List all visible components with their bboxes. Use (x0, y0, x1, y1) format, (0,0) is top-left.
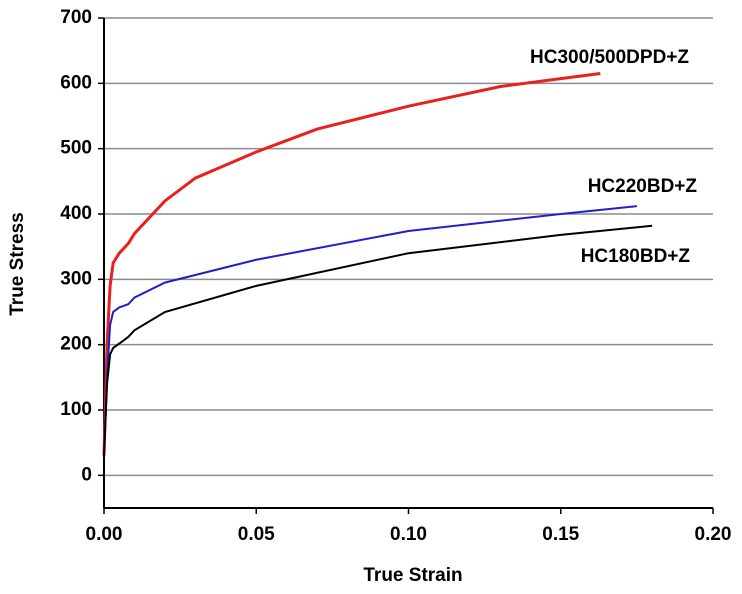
y-tick-label: 700 (60, 7, 92, 28)
x-tick-label: 0.05 (238, 524, 275, 545)
series-line (102, 72, 601, 456)
y-tick-label: 100 (60, 399, 92, 420)
x-tick-label: 0.20 (695, 524, 732, 545)
y-tick-label: 500 (60, 138, 92, 159)
y-tick-label: 600 (60, 72, 92, 93)
x-tick-label: 0.00 (86, 524, 123, 545)
x-tick-label: 0.10 (390, 524, 427, 545)
y-axis-label: True Stress (7, 212, 28, 316)
y-tick-label: 400 (60, 203, 92, 224)
series-label: HC220BD+Z (588, 176, 698, 197)
y-tick-label: 300 (60, 268, 92, 289)
x-axis-label: True Strain (363, 565, 462, 586)
series-line (103, 205, 637, 456)
y-tick-label: 0 (81, 464, 92, 485)
y-tick-label: 200 (60, 334, 92, 355)
series-label: HC180BD+Z (581, 246, 691, 267)
x-tick-label: 0.15 (542, 524, 579, 545)
series-line (103, 224, 653, 456)
series-label: HC300/500DPD+Z (530, 47, 689, 68)
